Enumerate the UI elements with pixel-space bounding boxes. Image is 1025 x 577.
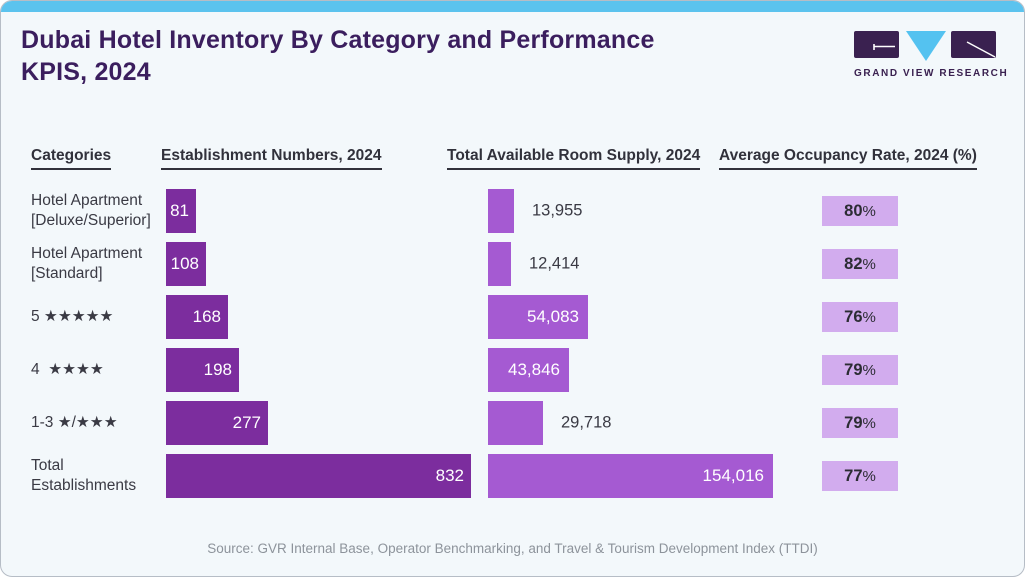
- top-accent-strip: [1, 1, 1024, 12]
- room-supply-bar: 54,083: [488, 295, 588, 339]
- occupancy-badge: 79%: [822, 408, 898, 438]
- table-row: Hotel Apartment [Deluxe/Superior] 81 13,…: [1, 189, 1024, 233]
- percent-sign: %: [862, 467, 876, 485]
- room-supply-value: 154,016: [702, 466, 764, 485]
- establishments-bar: 832: [166, 454, 471, 498]
- table-row: 1-3 ★/★★★ 277 29,718 79%: [1, 401, 1024, 445]
- room-supply-value: 54,083: [527, 307, 579, 326]
- occupancy-badge: 82%: [822, 249, 898, 279]
- occupancy-value: 82: [844, 254, 863, 273]
- brand-logo: GRAND VIEW RESEARCH: [854, 29, 1009, 79]
- establishments-value: 81: [170, 201, 189, 220]
- establishments-bar: 81: [166, 189, 196, 233]
- establishments-bar: 108: [166, 242, 206, 286]
- establishments-bar: 198: [166, 348, 239, 392]
- establishments-value: 168: [192, 307, 221, 326]
- room-supply-bar: 43,846: [488, 348, 569, 392]
- room-supply-value: 13,955: [532, 201, 583, 220]
- page-title: Dubai Hotel Inventory By Category and Pe…: [21, 26, 655, 86]
- column-header-room-supply: Total Available Room Supply, 2024: [447, 147, 701, 170]
- room-supply-bar: 154,016: [488, 454, 773, 498]
- table-row: 4 ★★★★ 198 43,846 79%: [1, 348, 1024, 392]
- category-label: 1-3 ★/★★★: [31, 413, 118, 431]
- column-header-occupancy: Average Occupancy Rate, 2024 (%): [719, 147, 977, 170]
- occupancy-value: 79: [844, 360, 863, 379]
- room-supply-value: 43,846: [508, 360, 560, 379]
- occupancy-badge: 77%: [822, 461, 898, 491]
- room-supply-value: 12,414: [529, 254, 580, 273]
- occupancy-value: 77: [844, 466, 863, 485]
- room-supply-bar: 13,955: [488, 189, 582, 233]
- occupancy-value: 80: [844, 201, 863, 220]
- column-header-establishments: Establishment Numbers, 2024: [161, 147, 382, 170]
- category-label: Total Establishments: [31, 456, 137, 494]
- percent-sign: %: [862, 255, 876, 273]
- category-label: 5 ★★★★★: [31, 307, 114, 325]
- percent-sign: %: [862, 202, 876, 220]
- establishments-value: 108: [170, 254, 199, 273]
- room-supply-bar: 12,414: [488, 242, 579, 286]
- occupancy-badge: 79%: [822, 355, 898, 385]
- establishments-value: 832: [435, 466, 464, 485]
- percent-sign: %: [862, 414, 876, 432]
- room-supply-bar: 29,718: [488, 401, 611, 445]
- table-row: Hotel Apartment [Standard] 108 12,414 82…: [1, 242, 1024, 286]
- establishments-bar: 277: [166, 401, 268, 445]
- occupancy-badge: 80%: [822, 196, 898, 226]
- column-header-categories: Categories: [31, 147, 112, 170]
- establishments-bar: 168: [166, 295, 228, 339]
- percent-sign: %: [862, 361, 876, 379]
- table-row: Total Establishments 832 154,016 77%: [1, 454, 1024, 498]
- occupancy-value: 76: [844, 307, 863, 326]
- category-label: Hotel Apartment [Standard]: [31, 244, 143, 282]
- category-label: Hotel Apartment [Deluxe/Superior]: [31, 191, 151, 229]
- room-supply-value: 29,718: [561, 413, 612, 432]
- source-note: Source: GVR Internal Base, Operator Benc…: [207, 541, 818, 556]
- establishments-value: 198: [203, 360, 232, 379]
- occupancy-badge: 76%: [822, 302, 898, 332]
- occupancy-value: 79: [844, 413, 863, 432]
- establishments-value: 277: [232, 413, 261, 432]
- brand-name: GRAND VIEW RESEARCH: [854, 68, 1009, 79]
- percent-sign: %: [862, 308, 876, 326]
- category-label: 4 ★★★★: [31, 360, 104, 378]
- table-row: 5 ★★★★★ 168 54,083 76%: [1, 295, 1024, 339]
- gvr-logo-icon: [854, 31, 996, 61]
